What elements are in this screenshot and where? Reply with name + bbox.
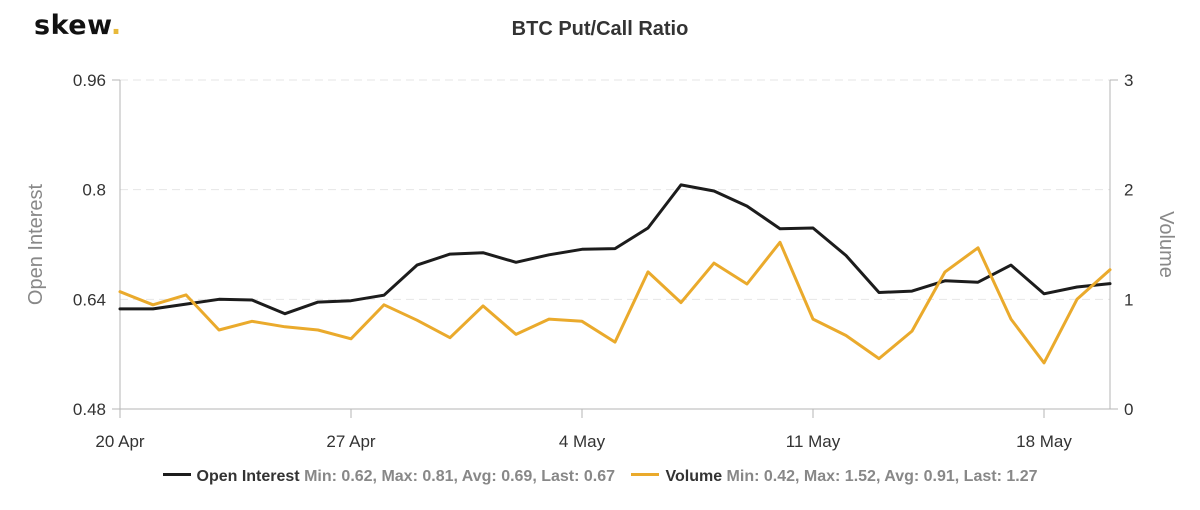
x-tick-label: 18 May [1016, 432, 1072, 451]
legend-stats-volume: Min: 0.42, Max: 1.52, Avg: 0.91, Last: 1… [726, 468, 1038, 485]
y-left-tick-label: 0.8 [82, 181, 106, 200]
legend-label-open-interest: Open Interest [196, 468, 300, 485]
y-left-tick-label: 0.64 [73, 290, 106, 309]
chart-plot: 0.48 0.64 0.8 0.96 0 1 2 3 20 Apr 27 Apr 4 May 11 M… [25, 71, 1177, 451]
y-right-tick-label: 3 [1124, 71, 1133, 90]
y-right-axis-title: Volume [1155, 211, 1177, 278]
legend-item-volume[interactable]: Volume Min: 0.42, Max: 1.52, Avg: 0.91, … [631, 468, 1037, 486]
series-line-volume [118, 240, 1112, 365]
y-left-tick-label: 0.96 [73, 71, 106, 90]
legend-swatch-volume [631, 473, 660, 477]
x-tick-label: 20 Apr [95, 432, 144, 451]
skew-logo: skew. [34, 10, 122, 41]
y-right-tick-label: 2 [1124, 181, 1133, 200]
legend-label-volume: Volume [665, 468, 723, 485]
legend-stats-open-interest: Min: 0.62, Max: 0.81, Avg: 0.69, Last: 0… [304, 468, 616, 485]
brand-text: skew [34, 10, 111, 41]
legend: Open Interest Min: 0.62, Max: 0.81, Avg:… [0, 468, 1200, 486]
axis-labels: 0.48 0.64 0.8 0.96 0 1 2 3 20 Apr 27 Apr 4 May 11 M… [25, 71, 1177, 451]
series-line-open-interest [118, 183, 1112, 316]
y-right-tick-label: 0 [1124, 400, 1133, 419]
y-left-tick-label: 0.48 [73, 400, 106, 419]
series-lines [118, 183, 1112, 365]
x-tick-label: 27 Apr [326, 432, 375, 451]
legend-item-open-interest[interactable]: Open Interest Min: 0.62, Max: 0.81, Avg:… [162, 468, 616, 486]
gridlines [120, 79, 1110, 300]
y-right-tick-label: 1 [1124, 290, 1133, 309]
y-left-axis-title: Open Interest [25, 183, 47, 305]
x-tick-label: 11 May [786, 432, 841, 451]
axes [112, 79, 1118, 418]
legend-swatch-open-interest [162, 473, 191, 477]
x-tick-label: 4 May [559, 432, 606, 451]
chart-title: BTC Put/Call Ratio [511, 18, 689, 40]
brand-dot: . [110, 10, 122, 41]
